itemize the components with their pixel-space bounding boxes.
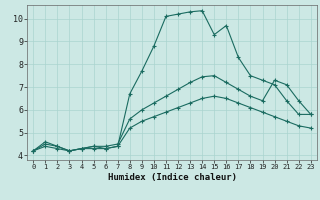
X-axis label: Humidex (Indice chaleur): Humidex (Indice chaleur)	[108, 173, 236, 182]
